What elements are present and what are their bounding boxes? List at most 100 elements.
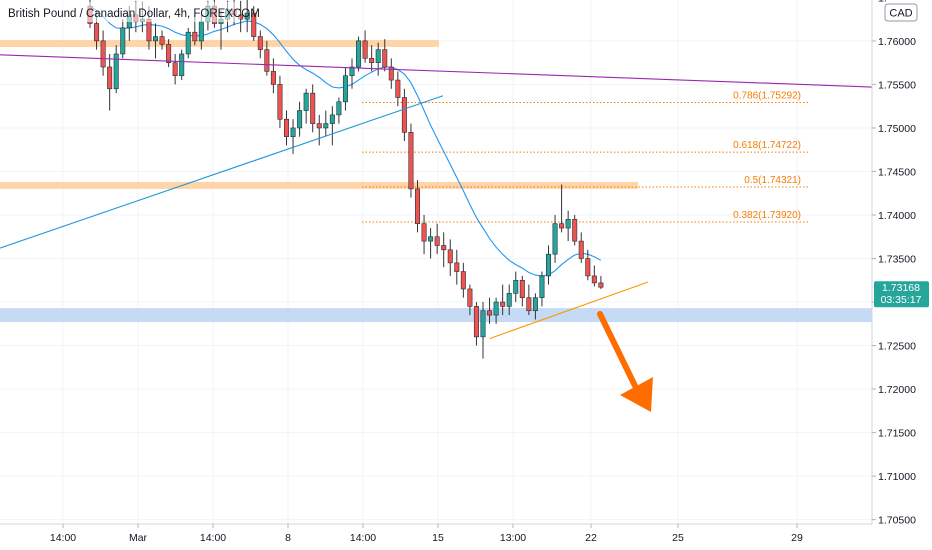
candle-down (257, 36, 263, 50)
projection-arrow-head (620, 377, 653, 412)
candle-down (585, 258, 591, 277)
fib-level-label: 0.5(1.74321) (744, 175, 801, 186)
price-tick-label: 1.74500 (878, 166, 916, 178)
candle-up (356, 40, 362, 68)
price-tick-label: 1.76000 (878, 36, 916, 48)
price-tick-label: 1.71000 (878, 471, 916, 483)
current-price-value: 1.73168 (882, 282, 920, 294)
candle-down (500, 301, 506, 307)
candle-up (153, 36, 159, 42)
time-tick-label: 14:00 (200, 532, 226, 544)
candle-down (382, 49, 388, 68)
currency-badge[interactable]: CAD (884, 3, 918, 22)
candle-up (179, 53, 185, 77)
candle-down (264, 49, 270, 72)
candle-down (519, 279, 525, 298)
candle-down (421, 223, 427, 242)
candle-down (408, 132, 414, 190)
candle-down (473, 306, 479, 338)
candle-up (513, 279, 519, 294)
price-axis-panel[interactable] (872, 0, 932, 524)
candles-layer (87, 0, 604, 359)
candle-down (414, 188, 420, 225)
candle-down (283, 118, 289, 137)
candle-up (290, 127, 296, 137)
currency-badge-label: CAD (889, 8, 912, 20)
candle-up (493, 301, 499, 316)
candle-down (172, 62, 178, 77)
price-tick-label: 1.72000 (878, 384, 916, 396)
fib-level-label: 0.786(1.75292) (733, 91, 801, 102)
candle-down (369, 58, 375, 63)
countdown-value: 03:35:17 (881, 294, 922, 306)
candle-down (395, 79, 401, 98)
candle-down (434, 236, 440, 246)
candle-down (94, 23, 100, 42)
candle-up (329, 114, 335, 124)
candle-down (251, 12, 257, 37)
time-axis-panel[interactable] (0, 524, 932, 550)
candle-up (506, 293, 512, 307)
time-tick-label: 22 (585, 532, 597, 544)
zone-resistance-1.7597 (0, 40, 439, 48)
fib-layer: 0.786(1.75292) 0.618(1.74722) 0.5(1.74321)… (362, 91, 808, 223)
candle-up (185, 31, 191, 55)
candle-down (100, 40, 106, 68)
candle-down (487, 310, 493, 316)
price-tick-label: 1.74000 (878, 210, 916, 222)
candle-up (113, 53, 119, 90)
candle-down (598, 282, 604, 288)
arrow-layer (597, 311, 653, 412)
candle-down (559, 223, 565, 229)
candle-down (454, 262, 460, 272)
candle-down (159, 36, 165, 45)
price-tick-label: 1.75000 (878, 123, 916, 135)
candle-down (526, 297, 532, 312)
candle-up (349, 66, 355, 77)
time-tick-label: 25 (672, 532, 684, 544)
candle-down (388, 66, 394, 81)
candle-down (362, 40, 368, 59)
zones-layer (0, 40, 872, 323)
price-tick-label: 1.73500 (878, 254, 916, 266)
candle-down (441, 245, 447, 251)
price-tick-label: 1.70500 (878, 515, 916, 527)
candle-down (447, 249, 453, 264)
candle-down (310, 92, 316, 124)
trendline-descending-resistance (0, 54, 873, 88)
candle-up (342, 75, 348, 103)
candle-down (401, 97, 407, 133)
candle-up (198, 21, 204, 42)
candle-down (578, 240, 584, 259)
price-tick-label: 1.72500 (878, 341, 916, 353)
time-tick-label: 8 (285, 532, 291, 544)
candle-up (428, 236, 434, 242)
projection-arrow-shaft (597, 311, 643, 399)
candle-down (467, 288, 473, 307)
trendline-ascending-base (489, 281, 649, 340)
time-tick-label: Mar (129, 532, 148, 544)
time-tick-label: 13:00 (500, 532, 526, 544)
fib-level-label: 0.382(1.73920) (733, 210, 801, 221)
title-backdrop (0, 2, 240, 22)
current-price-tag: 1.73168 03:35:17 (874, 281, 929, 308)
candle-up (565, 219, 571, 229)
chart-title: British Pound / Canadian Dollar, 4h, FOR… (8, 8, 260, 20)
candle-down (166, 44, 172, 63)
candle-down (572, 219, 578, 242)
candle-down (270, 71, 276, 85)
candle-up (375, 49, 381, 63)
candle-down (107, 66, 113, 90)
candle-up (120, 27, 126, 55)
time-tick-label: 29 (791, 532, 803, 544)
candle-up (323, 123, 329, 129)
price-tick-label: 1.75500 (878, 79, 916, 91)
candle-down (591, 275, 597, 284)
candle-up (552, 223, 558, 255)
zone-support-1.7285 (0, 308, 872, 323)
candle-up (297, 110, 303, 129)
candle-up (336, 101, 342, 116)
candle-up (545, 253, 551, 277)
time-tick-label: 15 (432, 532, 444, 544)
